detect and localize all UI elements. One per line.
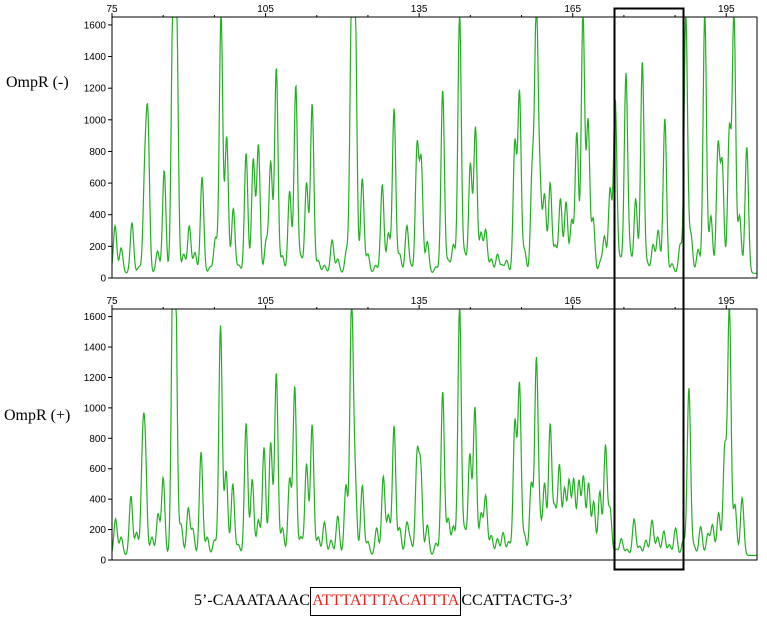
y-tick-label: 400 <box>89 495 106 506</box>
y-tick-label: 600 <box>89 179 106 190</box>
y-tick-label: 0 <box>100 556 106 567</box>
sequence-highlight: ATTTATTTACATTTA <box>310 587 462 616</box>
y-tick-label: 1200 <box>84 84 107 95</box>
x-tick-label: 165 <box>564 296 581 307</box>
trace-line <box>112 17 757 274</box>
y-tick-label: 400 <box>89 210 106 221</box>
y-tick-label: 0 <box>100 274 106 285</box>
x-tick-label: 195 <box>718 4 735 15</box>
x-tick-label: 195 <box>718 296 735 307</box>
x-tick-label: 105 <box>257 296 274 307</box>
panel-ompr-plus: 75 105 135 165 195 0 200 400 600 800 1000 1200 1400 1… <box>84 296 758 567</box>
sequence-suffix: CCATTACTG-3’ <box>461 592 573 609</box>
panel-ompr-minus: 75 105 135 165 195 0 200 400 600 800 1000 1200 1400 1… <box>84 4 758 285</box>
y-tick-label: 1000 <box>84 115 107 126</box>
x-tick-label: 135 <box>411 296 428 307</box>
dna-sequence: 5’-CAAATAAAC ATTTATTTACATTTA CCATTACTG-3’ <box>0 587 767 616</box>
label-ompr-plus: OmpR (+) <box>4 407 70 424</box>
y-tick-label: 1200 <box>84 373 107 384</box>
x-tick-label: 75 <box>106 4 118 15</box>
y-tick-label: 600 <box>89 464 106 475</box>
y-tick-label: 1400 <box>84 52 107 63</box>
x-tick-label: 75 <box>106 296 118 307</box>
label-ompr-minus: OmpR (-) <box>6 74 69 91</box>
x-tick-label: 165 <box>564 4 581 15</box>
highlight-region-box <box>613 7 685 571</box>
plot-frame <box>111 308 758 561</box>
x-tick-label: 135 <box>411 4 428 15</box>
y-tick-label: 1600 <box>84 20 107 31</box>
y-tick-label: 1000 <box>84 403 107 414</box>
plot-frame <box>111 16 758 279</box>
sequence-prefix: 5’-CAAATAAAC <box>194 592 311 609</box>
y-tick-label: 1400 <box>84 343 107 354</box>
y-tick-label: 1600 <box>84 312 107 323</box>
x-tick-label: 105 <box>257 4 274 15</box>
y-tick-label: 800 <box>89 147 106 158</box>
y-tick-label: 200 <box>89 525 106 536</box>
y-tick-label: 200 <box>89 242 106 253</box>
y-tick-label: 800 <box>89 434 106 445</box>
trace-line <box>112 309 757 556</box>
